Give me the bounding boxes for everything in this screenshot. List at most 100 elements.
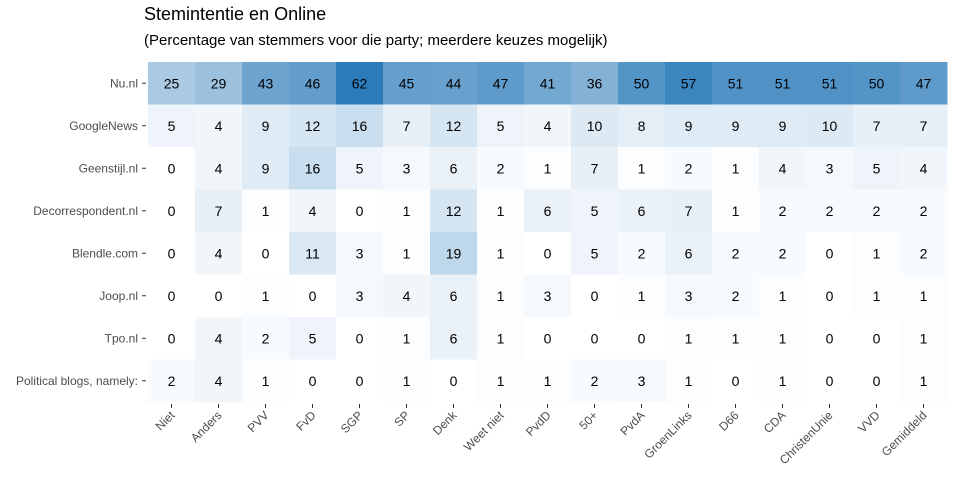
cell-value-label: 4 [215, 245, 223, 261]
y-tick-label: Decorrespondent.nl [33, 204, 138, 218]
heatmap-cell [336, 104, 384, 148]
heatmap-cell [665, 317, 713, 360]
cell-value-label: 29 [211, 75, 227, 91]
cell-value-label: 0 [168, 160, 176, 176]
heatmap-cell [900, 317, 948, 360]
x-tick-label: Gemiddeld [879, 408, 930, 459]
heatmap-cell [289, 317, 337, 360]
cell-value-label: 0 [215, 288, 223, 304]
heatmap-cell [383, 62, 431, 105]
heatmap-cell [477, 232, 525, 275]
cell-value-label: 1 [497, 330, 505, 346]
heatmap-cell [383, 317, 431, 360]
heatmap-cell [712, 232, 760, 275]
heatmap-cell [759, 189, 807, 233]
heatmap-cell [383, 104, 431, 148]
cell-value-label: 2 [873, 203, 881, 219]
cell-value-label: 1 [685, 373, 693, 389]
x-tick-label: Weet niet [461, 408, 507, 454]
cell-value-label: 9 [262, 118, 270, 134]
cell-value-label: 6 [450, 288, 458, 304]
heatmap-cell [524, 189, 572, 233]
x-tick-label: PVV [245, 408, 272, 435]
heatmap-cell [712, 147, 760, 190]
x-tick-label: CDA [761, 408, 789, 436]
x-tick-label: D66 [716, 408, 742, 434]
cell-value-label: 0 [638, 330, 646, 346]
x-tick-label: VVD [855, 408, 883, 436]
heatmap-cell [242, 147, 290, 190]
heatmap-cell [759, 147, 807, 190]
cell-value-label: 1 [497, 373, 505, 389]
heatmap-cell [524, 104, 572, 148]
cell-value-label: 4 [215, 330, 223, 346]
heatmap-cell [477, 317, 525, 360]
heatmap-cell [524, 359, 572, 403]
heatmap-cell [900, 232, 948, 275]
heatmap-cell [853, 62, 901, 105]
heatmap-cell [853, 232, 901, 275]
cell-value-label: 12 [446, 203, 462, 219]
cell-value-label: 0 [826, 288, 834, 304]
cell-value-label: 3 [544, 288, 552, 304]
x-tick-label: Niet [153, 408, 178, 433]
heatmap-cell [430, 62, 478, 105]
cell-value-label: 16 [305, 160, 321, 176]
cell-value-label: 47 [493, 75, 509, 91]
heatmap-cell [195, 62, 243, 105]
cell-value-label: 41 [540, 75, 556, 91]
cell-value-label: 2 [732, 245, 740, 261]
cell-value-label: 0 [168, 245, 176, 261]
heatmap-cell [148, 359, 196, 403]
heatmap-cell [195, 147, 243, 190]
cell-value-label: 2 [826, 203, 834, 219]
cell-value-label: 4 [544, 118, 552, 134]
heatmap-cell [665, 147, 713, 190]
cell-value-label: 1 [732, 203, 740, 219]
cell-value-label: 1 [403, 245, 411, 261]
heatmap-cell [571, 104, 619, 148]
heatmap-cell [806, 62, 854, 105]
heatmap-cell [618, 359, 666, 403]
cell-value-label: 45 [399, 75, 415, 91]
cell-value-label: 8 [638, 118, 646, 134]
heatmap-cell [430, 359, 478, 403]
y-axis: Nu.nl GoogleNews Geenstijl.nl Decorresponde… [16, 76, 146, 388]
heatmap-cell [806, 232, 854, 275]
heatmap-cell [383, 147, 431, 190]
heatmap-cell [853, 147, 901, 190]
cell-value-label: 5 [497, 118, 505, 134]
cell-value-label: 0 [309, 288, 317, 304]
x-tick-label: Denk [430, 408, 460, 438]
cell-value-label: 12 [446, 118, 462, 134]
cell-value-label: 0 [356, 373, 364, 389]
heatmap-cell [195, 274, 243, 318]
heatmap-cell [759, 104, 807, 148]
heatmap-cell [571, 189, 619, 233]
heatmap-cell [759, 62, 807, 105]
cell-value-label: 6 [450, 330, 458, 346]
cell-value-label: 2 [732, 288, 740, 304]
heatmap-cell [853, 104, 901, 148]
heatmap-cell [712, 62, 760, 105]
cell-value-label: 2 [920, 203, 928, 219]
cell-value-label: 2 [168, 373, 176, 389]
heatmap-cell [383, 189, 431, 233]
heatmap-cell [665, 189, 713, 233]
heatmap-cell [477, 274, 525, 318]
heatmap-cell [618, 274, 666, 318]
cell-value-label: 0 [544, 330, 552, 346]
y-tick-label: Joop.nl [99, 289, 138, 303]
cell-value-label: 0 [168, 330, 176, 346]
heatmap-cell [242, 189, 290, 233]
y-tick-label: Blendle.com [72, 246, 138, 260]
cell-value-label: 1 [497, 288, 505, 304]
heatmap-cell [571, 232, 619, 275]
cell-value-label: 0 [732, 373, 740, 389]
cell-value-label: 1 [262, 203, 270, 219]
cell-value-label: 1 [638, 288, 646, 304]
cell-value-label: 0 [591, 288, 599, 304]
cell-value-label: 3 [356, 288, 364, 304]
heatmap-cell [148, 317, 196, 360]
cell-value-label: 62 [352, 75, 368, 91]
